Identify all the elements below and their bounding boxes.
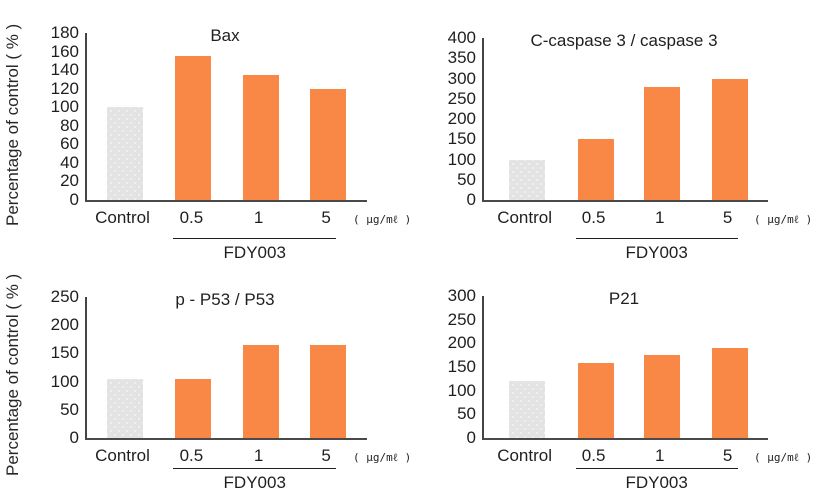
- bar-treatment: [242, 344, 279, 438]
- x-tick-label: Control: [497, 208, 552, 227]
- group-line: [575, 238, 738, 239]
- chart-bax: Percentage of control ( % ) Bax 0 20 40 60 80 1…: [0, 0, 412, 262]
- y-tick-label: 350: [447, 48, 476, 68]
- bar-treatment: [175, 56, 212, 200]
- x-tick-label: 0.5: [179, 446, 204, 465]
- x-tick-label: Control: [95, 208, 150, 227]
- y-axis-label: Percentage of control ( % ): [3, 23, 22, 227]
- unit-label: ( μg/mℓ ): [754, 213, 813, 226]
- bar-treatment: [711, 78, 748, 200]
- x-tick-label: 5: [722, 446, 733, 465]
- x-tick-label: 0.5: [581, 208, 606, 227]
- y-tick-label: 250: [50, 287, 79, 306]
- plot-area: [482, 38, 768, 202]
- y-tick-label: 120: [50, 78, 79, 98]
- y-tick-label: 100: [50, 371, 79, 391]
- x-tick-label: 1: [253, 446, 264, 465]
- x-tick-label: 1: [253, 208, 264, 227]
- x-tick-label: 5: [321, 208, 331, 227]
- bar-control: [508, 159, 545, 200]
- group-label: FDY003: [625, 243, 688, 262]
- x-tick-label: Control: [497, 446, 552, 465]
- y-tick-label: 60: [60, 134, 79, 154]
- group-line: [575, 468, 738, 469]
- y-tick-label: 40: [60, 152, 79, 172]
- y-tick-label: 180: [50, 23, 79, 42]
- bar-control: [106, 378, 143, 438]
- y-tick-label: 0: [466, 190, 476, 209]
- y-tick-label: 300: [447, 68, 476, 88]
- bar-control: [508, 381, 545, 438]
- bar-treatment: [643, 86, 680, 200]
- y-tick-label: 150: [447, 357, 476, 376]
- bar-treatment: [310, 344, 347, 438]
- chart-title: Bax: [210, 26, 240, 45]
- group-line: [173, 238, 337, 239]
- chart-p-p53: Percentage of control ( % ) p - P53 / P53…: [0, 250, 412, 500]
- group-label: FDY003: [223, 243, 286, 262]
- chart-title: P21: [608, 289, 640, 308]
- y-axis-label: Percentage of control ( % ): [3, 273, 22, 477]
- chart-title: C-caspase 3 / caspase 3: [530, 31, 718, 50]
- bar-control: [106, 107, 143, 200]
- bar-treatment: [175, 378, 212, 438]
- bar-treatment: [242, 74, 279, 200]
- y-tick-label: 50: [457, 404, 476, 424]
- y-tick-label: 80: [60, 115, 79, 135]
- y-tick-label: 160: [50, 41, 79, 61]
- y-tick-label: 140: [50, 60, 79, 80]
- y-tick-label: 100: [50, 97, 79, 117]
- x-tick-label: Control: [95, 446, 150, 465]
- bar-treatment: [577, 363, 614, 438]
- bar-treatment: [643, 355, 680, 438]
- chart-p21: P21 0 50 100 150 200 250 300 Control 0.5 1 5 ( μg/mℓ…: [410, 250, 820, 500]
- plot-area: [85, 33, 367, 202]
- group-line: [173, 468, 337, 469]
- group-label: FDY003: [625, 473, 688, 492]
- chart-title: p - P53 / P53: [175, 290, 275, 309]
- unit-label: ( μg/mℓ ): [754, 451, 813, 464]
- unit-label: ( μg/mℓ ): [353, 213, 412, 226]
- bar-treatment: [711, 348, 748, 438]
- y-tick-label: 200: [447, 109, 476, 128]
- unit-label: ( μg/mℓ ): [353, 451, 412, 464]
- group-label: FDY003: [223, 473, 286, 492]
- x-tick-label: 0.5: [179, 208, 204, 227]
- plot-area: [85, 297, 367, 440]
- x-tick-label: 5: [321, 446, 331, 465]
- y-tick-label: 150: [447, 129, 476, 149]
- y-tick-label: 0: [69, 428, 79, 447]
- y-tick-label: 100: [447, 149, 476, 169]
- x-tick-label: 1: [655, 208, 665, 227]
- bar-treatment: [310, 88, 347, 200]
- y-tick-label: 250: [447, 309, 476, 329]
- x-tick-label: 0.5: [581, 446, 606, 465]
- y-tick-label: 50: [457, 169, 476, 189]
- x-tick-label: 5: [722, 208, 733, 227]
- y-tick-label: 200: [50, 315, 79, 335]
- y-tick-label: 0: [466, 428, 476, 447]
- y-tick-label: 200: [447, 333, 476, 353]
- bar-treatment: [577, 139, 614, 200]
- x-tick-label: 1: [655, 446, 665, 465]
- chart-c-caspase3: C-caspase 3 / caspase 3 0 50 100 150 200 250 30…: [410, 0, 820, 262]
- y-tick-label: 20: [60, 171, 79, 191]
- y-tick-label: 400: [447, 28, 476, 47]
- y-tick-label: 300: [447, 286, 476, 305]
- y-tick-label: 150: [50, 343, 79, 363]
- y-tick-label: 250: [447, 88, 476, 108]
- y-tick-label: 0: [69, 190, 79, 209]
- y-tick-label: 100: [447, 380, 476, 400]
- plot-area: [482, 296, 768, 440]
- y-tick-label: 50: [60, 399, 79, 419]
